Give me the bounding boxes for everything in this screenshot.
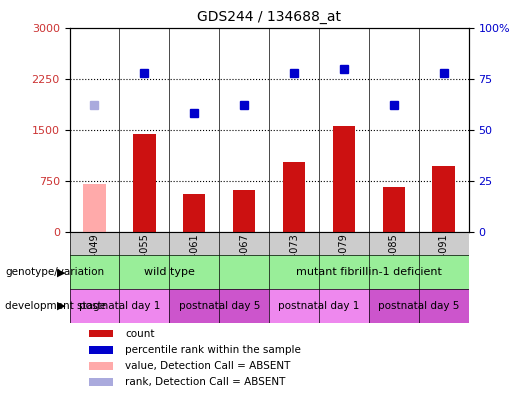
Bar [369,232,419,255]
Text: percentile rank within the sample: percentile rank within the sample [126,345,301,355]
Text: genotype/variation: genotype/variation [5,267,104,278]
Text: GSM4067: GSM4067 [239,234,249,280]
Text: postnatal day 5: postnatal day 5 [179,301,260,311]
Text: ▶: ▶ [57,267,65,278]
Text: rank, Detection Call = ABSENT: rank, Detection Call = ABSENT [126,377,286,387]
Title: GDS244 / 134688_at: GDS244 / 134688_at [197,10,341,24]
Bar [90,362,113,369]
Bar [233,190,255,232]
Text: postnatal day 1: postnatal day 1 [79,301,160,311]
Bar [283,162,305,232]
Bar [70,255,269,289]
Text: postnatal day 5: postnatal day 5 [378,301,459,311]
Text: GSM4085: GSM4085 [389,234,399,280]
Bar [70,289,169,323]
Bar [433,166,455,232]
Text: GSM4049: GSM4049 [90,234,99,280]
Bar [419,232,469,255]
Text: GSM4073: GSM4073 [289,234,299,280]
Bar [219,232,269,255]
Text: GSM4061: GSM4061 [189,234,199,280]
Text: GSM4055: GSM4055 [140,234,149,280]
Bar [183,194,205,232]
Text: postnatal day 1: postnatal day 1 [278,301,359,311]
Bar [169,289,269,323]
Bar [90,330,113,337]
Text: GSM4079: GSM4079 [339,234,349,280]
Bar [90,346,113,354]
Bar [90,379,113,386]
Text: count: count [126,329,155,339]
Bar [269,232,319,255]
Bar [269,255,469,289]
Bar [269,289,369,323]
Bar [83,184,106,232]
Bar [369,289,469,323]
Bar [119,232,169,255]
Bar [383,187,405,232]
Text: mutant fibrillin-1 deficient: mutant fibrillin-1 deficient [296,267,442,277]
Bar [169,232,219,255]
Text: wild type: wild type [144,267,195,277]
Text: ▶: ▶ [57,301,65,311]
Bar [133,135,156,232]
Bar [319,232,369,255]
Bar [333,126,355,232]
Text: development stage: development stage [5,301,106,311]
Text: GSM4091: GSM4091 [439,234,449,280]
Text: value, Detection Call = ABSENT: value, Detection Call = ABSENT [126,361,291,371]
Bar [70,232,119,255]
